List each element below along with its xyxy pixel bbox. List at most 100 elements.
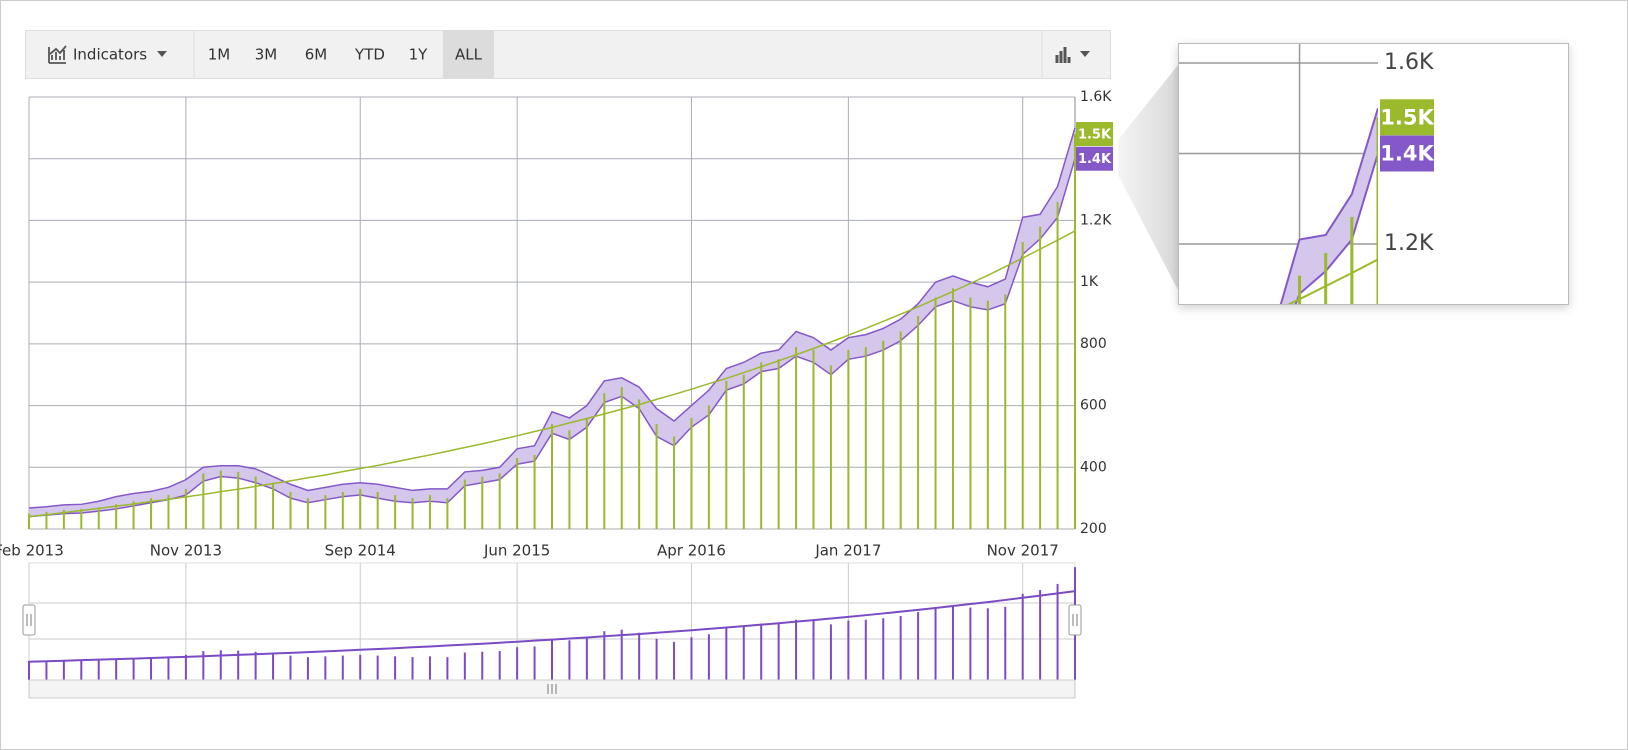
column [795,346,798,529]
range-button[interactable]: YTD [354,46,385,64]
indicators-label: Indicators [73,46,147,64]
navigator-column [585,637,588,680]
column [62,509,65,529]
column [167,495,170,529]
y-tick-label: 1.2K [1080,212,1112,228]
scrollbar[interactable] [28,679,1076,699]
navigator-column [428,656,431,680]
navigator-handle[interactable] [1068,604,1082,636]
navigator-column [359,654,362,680]
range-label: 3M [255,46,278,64]
column [603,393,606,529]
x-tick-label: Jan 2017 [814,542,881,560]
column [742,374,745,529]
navigator-column [237,650,240,680]
scrollbar-grip [547,684,557,694]
navigator-column [899,615,902,680]
column [1376,117,1378,304]
navigator-column [62,660,65,680]
column [463,479,466,529]
navigator-column [132,657,135,680]
handle-grip [26,614,32,626]
navigator-column [812,620,815,680]
indicators-button[interactable]: Indicators [48,45,167,64]
dropdown-caret [157,51,167,57]
column [690,417,693,529]
column [882,340,885,529]
range-button[interactable]: 1Y [409,46,429,64]
navigator-column [655,638,658,680]
navigator-column [760,623,763,680]
column [446,498,449,529]
navigator-column [725,628,728,680]
series-type-button[interactable] [1055,47,1090,63]
column [1056,201,1059,529]
bar-icon [1055,47,1071,63]
range-button[interactable]: ALL [443,31,494,78]
range-button[interactable]: 1M [208,46,231,64]
range-label: 1M [208,46,231,64]
navigator-column [150,657,153,680]
column [219,470,222,529]
navigator-column [289,655,292,680]
indicators-icon [48,45,67,64]
navigator-column [934,607,937,680]
y-tick-label: 600 [1080,398,1107,414]
column [516,458,519,529]
toolbar: Indicators 1M 3M 6M YTD 1Y ALL [25,30,1111,79]
x-tick-label: Apr 2016 [657,542,726,560]
column [376,491,379,529]
column [969,297,972,529]
navigator-column [795,619,798,680]
column [202,473,205,529]
column [568,430,571,529]
handle-box [1068,604,1082,636]
toolbar-bg [25,30,1111,79]
navigator-column [115,658,118,680]
navigator-column [551,638,553,680]
column [115,504,118,529]
range-label: YTD [354,46,385,64]
navigator-column [603,631,606,680]
column [1298,275,1302,304]
navigator-column [516,647,519,680]
y-tick-label: 1.6K [1080,89,1112,105]
column [359,488,362,529]
column [864,346,867,529]
column [324,495,327,529]
range-button[interactable]: 6M [305,46,328,64]
column [254,476,257,529]
navigator-handle[interactable] [22,604,36,636]
navigator-column [673,641,676,680]
value-label: 1.4K [1380,142,1434,166]
column [673,436,676,529]
column [655,424,658,529]
navigator-column [446,657,449,680]
navigator-line [28,590,1076,663]
navigator-column [272,653,275,680]
column [184,488,187,529]
zoom-box [1178,43,1569,305]
navigator-column [742,626,745,680]
column [1039,226,1042,529]
navigator-column [864,619,867,680]
navigator-column [829,624,832,680]
navigator-column [306,657,309,680]
column [150,498,153,529]
navigator-column [917,612,920,680]
column [481,476,484,529]
column [620,387,623,529]
navigator-column [97,659,100,680]
range-button[interactable]: 3M [255,46,278,64]
y-tick-label: 800 [1080,336,1107,352]
active-bg [443,31,494,78]
navigator-column [690,637,693,680]
navigator-column [986,608,989,680]
column [986,300,989,529]
inset-tick-label: 1.6K [1384,50,1434,75]
handle-grip [1072,614,1078,626]
value-label: 1.5K [1078,128,1112,143]
navigator-column [481,651,484,680]
navigator-column [184,654,187,680]
range-high-line [28,127,1076,509]
